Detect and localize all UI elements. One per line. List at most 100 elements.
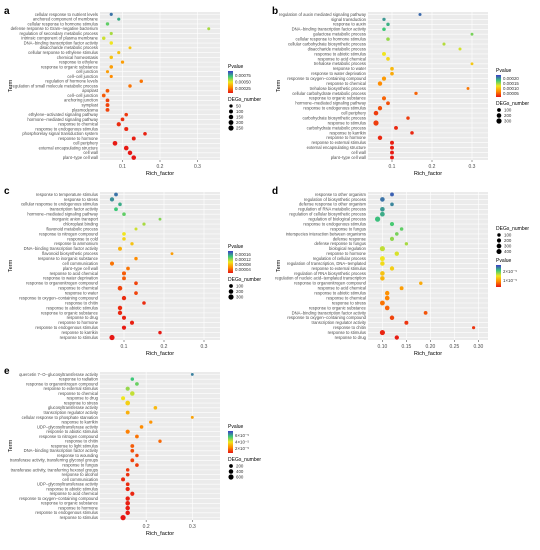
term-label: regulation of RNA biosynthetic process bbox=[294, 271, 366, 276]
data-point bbox=[158, 439, 162, 443]
data-point bbox=[399, 227, 404, 231]
term-label: response to external stimulus bbox=[44, 386, 98, 391]
x-tick-label: 0.1 bbox=[389, 164, 396, 170]
term-label: cell periphery bbox=[341, 111, 367, 116]
term-label: response to acid chemical bbox=[318, 286, 366, 291]
x-tick-label: 0.2 bbox=[157, 164, 164, 170]
size-legend-title: DEGs_number bbox=[496, 226, 529, 232]
term-label: response to drug bbox=[67, 396, 99, 401]
panel-letter: d bbox=[272, 186, 278, 197]
data-point bbox=[122, 212, 126, 216]
x-tick-label: 0.3 bbox=[469, 164, 476, 170]
size-legend-label: 200 bbox=[504, 113, 512, 118]
size-legend-dot bbox=[228, 120, 234, 125]
term-label: response to endogenous stimulus bbox=[303, 221, 366, 226]
term-label: response to light stimulus bbox=[51, 443, 98, 448]
term-label: chemical homeostasis bbox=[57, 55, 98, 60]
data-point bbox=[117, 305, 123, 311]
data-point bbox=[472, 326, 476, 330]
term-label: cellular response to hormone stimulus bbox=[27, 21, 98, 26]
term-label: response to external stimulus bbox=[312, 266, 366, 271]
data-point bbox=[125, 496, 130, 501]
data-point bbox=[125, 468, 130, 472]
term-label: cellular response to phosphate starvatio… bbox=[22, 415, 99, 420]
data-point bbox=[112, 140, 118, 146]
term-label: response to abiotic stimulus bbox=[314, 51, 366, 56]
data-point bbox=[109, 334, 115, 341]
data-point bbox=[116, 122, 121, 127]
size-legend-label: 400 bbox=[236, 469, 244, 474]
term-label: response to acid chemical bbox=[50, 271, 98, 276]
data-point bbox=[101, 93, 106, 98]
size-legend-dot bbox=[228, 125, 234, 131]
color-legend-label: 4×10⁻⁵ bbox=[235, 440, 249, 445]
term-label: cell periphery bbox=[73, 141, 99, 146]
data-point bbox=[419, 281, 423, 285]
term-label: response to organonitrogen compound bbox=[294, 281, 367, 286]
size-legend-dot bbox=[497, 233, 501, 237]
data-point bbox=[384, 305, 390, 311]
data-point bbox=[170, 252, 174, 256]
color-legend-label: 6×10⁻⁵ bbox=[235, 433, 249, 438]
term-label: cell communication bbox=[62, 261, 98, 266]
term-label: response to external stimulus bbox=[312, 140, 366, 145]
size-legend-dot bbox=[229, 464, 233, 468]
data-point bbox=[384, 295, 390, 301]
term-label: response to hormone bbox=[326, 135, 366, 140]
data-point bbox=[121, 315, 127, 320]
size-legend-title: DEGs_number bbox=[228, 457, 261, 463]
term-label: cellular carbohydrate biosynthetic proce… bbox=[288, 41, 366, 46]
panel-b: b regulation of auxin mediated signaling … bbox=[272, 6, 529, 177]
term-label: hormone−mediated signaling pathway bbox=[27, 117, 99, 122]
term-label: response to drug bbox=[67, 315, 99, 320]
term-label: response to oxygen−containing compound bbox=[287, 315, 366, 320]
term-label: chloroplast binding bbox=[63, 221, 99, 226]
term-label: response to hormone bbox=[58, 505, 98, 510]
data-point bbox=[404, 242, 409, 246]
data-point bbox=[109, 261, 115, 266]
term-label: response to hormone bbox=[58, 136, 98, 141]
x-tick-label: 0.2 bbox=[161, 344, 168, 350]
size-legend-dot bbox=[496, 118, 502, 124]
x-tick-label: 0.1 bbox=[119, 164, 126, 170]
term-label: response to chemical bbox=[326, 295, 366, 300]
term-label: hormone−mediated signaling pathway bbox=[295, 101, 367, 106]
size-legend-dot bbox=[496, 248, 502, 255]
term-label: response to karrikin bbox=[61, 420, 98, 425]
data-point bbox=[380, 197, 385, 202]
term-label: regulation of auxin mediated signaling p… bbox=[279, 12, 367, 17]
term-label: regulation of RNA metabolic process bbox=[298, 207, 366, 212]
term-label: DNA−binding transcription factor activit… bbox=[292, 27, 367, 32]
data-point bbox=[158, 330, 162, 335]
term-label: DNA−binding transcription factor activit… bbox=[24, 448, 99, 453]
size-legend-dot bbox=[496, 243, 502, 249]
data-point bbox=[105, 22, 110, 26]
term-label: plant−type cell wall bbox=[63, 155, 98, 160]
data-point bbox=[390, 202, 394, 207]
size-legend-dot bbox=[229, 109, 233, 114]
term-label: transcription regulator activity bbox=[312, 320, 367, 325]
term-label: regulation of biological process bbox=[309, 217, 367, 222]
data-point bbox=[109, 55, 113, 60]
term-label: response to karrikin bbox=[61, 330, 98, 335]
x-tick-label: 0.1 bbox=[121, 344, 128, 350]
x-tick-label: 0.20 bbox=[426, 344, 436, 350]
data-point bbox=[380, 211, 385, 217]
color-legend-bar bbox=[496, 75, 501, 97]
term-label: response to endogenous stimulus bbox=[303, 106, 366, 111]
term-label: quercetin 7−O−glucosyltransferase activi… bbox=[19, 372, 99, 377]
data-point bbox=[373, 120, 379, 126]
data-point bbox=[130, 448, 135, 453]
x-tick-label: 0.3 bbox=[201, 344, 208, 350]
data-point bbox=[389, 315, 395, 321]
data-point bbox=[122, 232, 126, 236]
data-point bbox=[380, 206, 385, 212]
term-label: transferase activity, transferring hexos… bbox=[11, 467, 98, 472]
term-label: galactose metabolic process bbox=[313, 32, 366, 37]
x-axis-title: Rich_factor bbox=[146, 351, 174, 357]
color-legend-label: 0.00010 bbox=[503, 86, 519, 91]
term-label: regulation of biosynthetic process bbox=[304, 197, 366, 202]
term-label: response to other organism bbox=[315, 192, 366, 197]
data-point bbox=[470, 62, 474, 66]
color-legend-label: 0.00050 bbox=[235, 80, 251, 85]
